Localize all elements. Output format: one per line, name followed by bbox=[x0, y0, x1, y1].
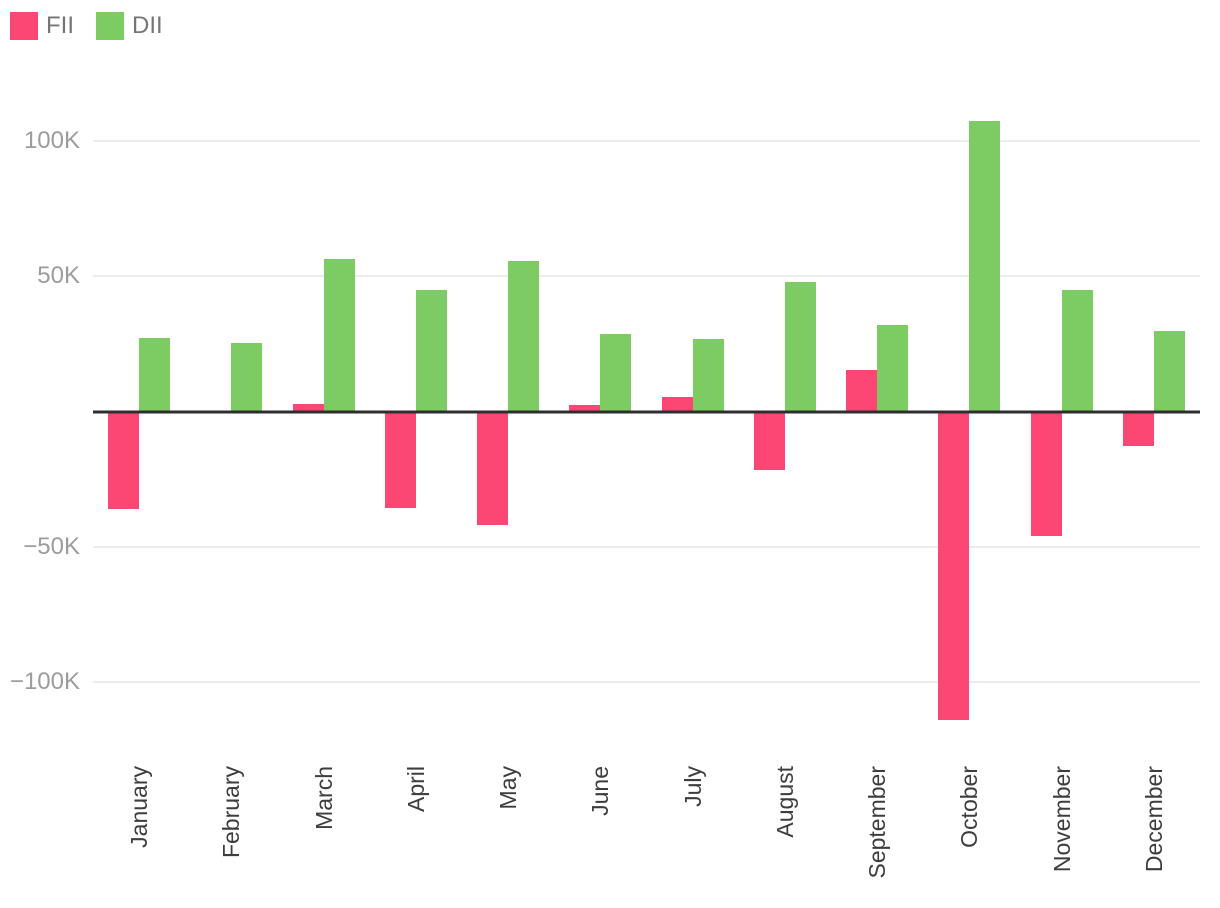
dii-bar-august[interactable] bbox=[784, 281, 816, 412]
dii-bar-november[interactable] bbox=[1061, 290, 1093, 412]
dii-bar-september[interactable] bbox=[877, 324, 909, 412]
dii-bar-march[interactable] bbox=[323, 259, 355, 412]
dii-bar-april[interactable] bbox=[415, 290, 447, 412]
dii-bar-july[interactable] bbox=[692, 339, 724, 412]
y-gridline-−100K bbox=[93, 680, 1200, 683]
dii-bar-june[interactable] bbox=[600, 334, 632, 412]
fii-bar-january[interactable] bbox=[108, 411, 140, 509]
y-tick-label-−50K: −50K bbox=[23, 532, 80, 560]
fii-color-swatch bbox=[10, 12, 38, 40]
y-gridline-50K bbox=[93, 275, 1200, 278]
fii-bar-june[interactable] bbox=[569, 405, 601, 412]
y-tick-label-100K: 100K bbox=[23, 127, 80, 155]
fii-bar-november[interactable] bbox=[1030, 411, 1062, 536]
y-gridline-100K bbox=[93, 140, 1200, 143]
fii-bar-december[interactable] bbox=[1122, 411, 1154, 446]
zero-axis-line bbox=[93, 410, 1200, 414]
dii-bar-january[interactable] bbox=[139, 337, 171, 412]
dii-bar-may[interactable] bbox=[508, 261, 540, 412]
dii-bar-october[interactable] bbox=[969, 121, 1001, 412]
x-tick-label-may: May bbox=[495, 766, 522, 810]
y-gridline-−50K bbox=[93, 545, 1200, 548]
x-tick-label-april: April bbox=[402, 766, 429, 813]
dii-bar-december[interactable] bbox=[1153, 331, 1185, 412]
legend-item-fii[interactable]: FII bbox=[10, 12, 74, 40]
x-tick-label-june: June bbox=[587, 766, 614, 816]
x-tick-label-december: December bbox=[1140, 766, 1167, 873]
x-tick-label-october: October bbox=[956, 766, 983, 848]
fii-bar-july[interactable] bbox=[661, 397, 693, 412]
x-tick-label-february: February bbox=[218, 766, 245, 859]
legend: FII DII bbox=[10, 12, 163, 40]
legend-item-dii[interactable]: DII bbox=[96, 12, 163, 40]
fii-bar-april[interactable] bbox=[384, 411, 416, 508]
x-tick-label-march: March bbox=[310, 766, 337, 830]
x-tick-label-september: September bbox=[864, 766, 891, 879]
fii-bar-october[interactable] bbox=[938, 411, 970, 720]
y-tick-label-50K: 50K bbox=[37, 262, 80, 290]
fii-bar-may[interactable] bbox=[477, 411, 509, 526]
dii-legend-label: DII bbox=[132, 12, 163, 39]
x-tick-label-august: August bbox=[771, 766, 798, 838]
y-tick-label-−100K: −100K bbox=[9, 667, 80, 695]
dii-bar-february[interactable] bbox=[231, 343, 263, 412]
fii-bar-march[interactable] bbox=[292, 403, 324, 412]
fii-legend-label: FII bbox=[46, 12, 74, 39]
x-tick-label-january: January bbox=[126, 766, 153, 848]
dii-color-swatch bbox=[96, 12, 124, 40]
fii-bar-august[interactable] bbox=[753, 411, 785, 470]
fii-bar-september[interactable] bbox=[846, 370, 878, 412]
x-tick-label-july: July bbox=[679, 766, 706, 807]
x-tick-label-november: November bbox=[1048, 766, 1075, 873]
